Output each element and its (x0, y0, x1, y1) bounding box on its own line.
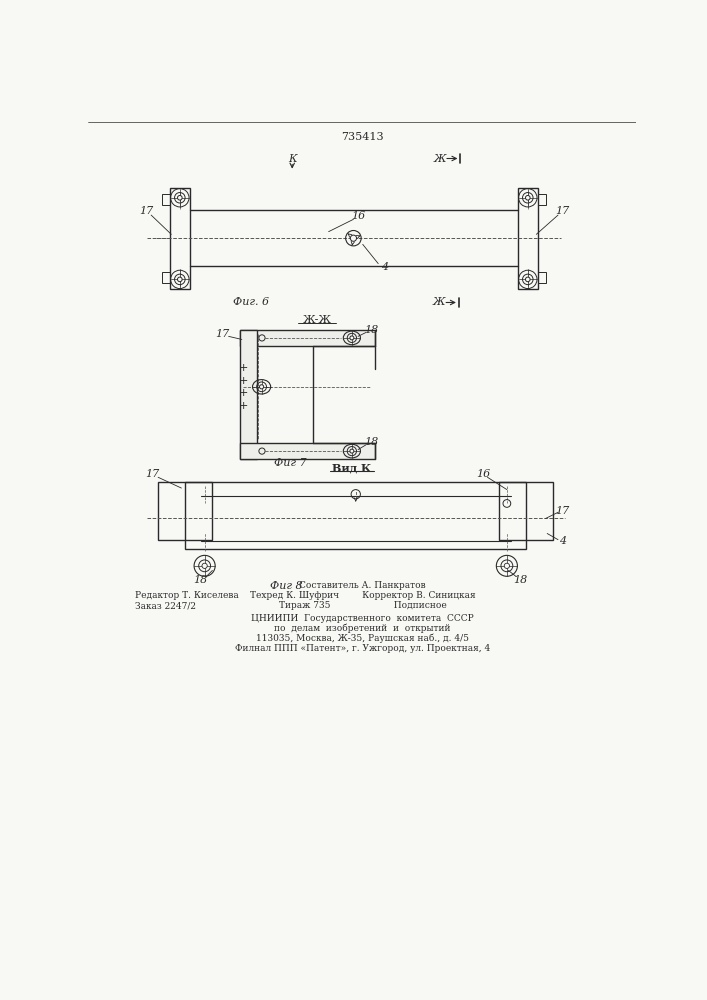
Text: Составитель А. Панкратов: Составитель А. Панкратов (299, 581, 426, 590)
Text: 17: 17 (556, 206, 570, 216)
Text: 16: 16 (351, 211, 366, 221)
Bar (162, 272, 170, 283)
Bar (240, 330, 375, 346)
Text: +: + (239, 401, 248, 411)
Text: Редактор Т. Киселева: Редактор Т. Киселева (135, 591, 239, 600)
Text: 16: 16 (477, 469, 491, 479)
Text: 18: 18 (194, 575, 208, 585)
Bar (240, 443, 375, 459)
Circle shape (350, 336, 354, 340)
Circle shape (504, 563, 510, 568)
Text: Заказ 2247/2: Заказ 2247/2 (135, 601, 196, 610)
Bar (158, 482, 212, 540)
Text: Ж: Ж (434, 153, 447, 163)
Bar (170, 188, 190, 289)
Text: 18: 18 (364, 437, 378, 447)
Text: Вид К: Вид К (332, 463, 371, 474)
Text: 4: 4 (559, 536, 566, 546)
Circle shape (177, 277, 182, 282)
Bar (185, 482, 526, 549)
Text: Ж-Ж: Ж-Ж (303, 315, 332, 325)
Text: Техред К. Шуфрич        Корректор В. Синицкая: Техред К. Шуфрич Корректор В. Синицкая (250, 591, 476, 600)
Circle shape (350, 449, 354, 453)
Text: 735413: 735413 (341, 132, 384, 142)
Bar (162, 194, 170, 205)
Circle shape (351, 235, 356, 241)
Text: Фиг 8: Фиг 8 (269, 581, 303, 591)
Text: 17: 17 (139, 206, 153, 216)
Bar (518, 188, 538, 289)
Text: +: + (239, 388, 248, 398)
Bar (538, 194, 546, 205)
Text: по  делам  изобретений  и  открытий: по делам изобретений и открытий (274, 623, 451, 633)
Circle shape (259, 385, 264, 389)
Text: Филнал ППП «Патент», г. Ужгород, ул. Проектная, 4: Филнал ППП «Патент», г. Ужгород, ул. Про… (235, 644, 491, 653)
Text: Тираж 735                      Подписное: Тираж 735 Подписное (279, 601, 447, 610)
Text: 17: 17 (216, 329, 230, 339)
Text: К: К (288, 153, 296, 163)
Text: +: + (239, 376, 248, 386)
Text: 4: 4 (381, 262, 388, 272)
Circle shape (525, 195, 530, 200)
Text: 17: 17 (145, 469, 159, 479)
Text: Фиг 7: Фиг 7 (274, 458, 306, 468)
Text: 113035, Москва, Ж-35, Раушская наб., д. 4/5: 113035, Москва, Ж-35, Раушская наб., д. … (256, 633, 469, 643)
Circle shape (525, 277, 530, 282)
Bar (499, 482, 554, 540)
Text: 18: 18 (514, 575, 528, 585)
Text: Ж: Ж (433, 297, 445, 307)
Circle shape (202, 563, 207, 568)
Text: 18: 18 (364, 325, 378, 335)
Text: ЦНИИПИ  Государственного  комитета  СССР: ЦНИИПИ Государственного комитета СССР (252, 614, 474, 623)
Bar (240, 330, 257, 459)
Bar (538, 272, 546, 283)
Text: 17: 17 (556, 506, 570, 516)
Circle shape (177, 195, 182, 200)
Text: Фиг. 6: Фиг. 6 (233, 297, 269, 307)
Text: +: + (239, 363, 248, 373)
